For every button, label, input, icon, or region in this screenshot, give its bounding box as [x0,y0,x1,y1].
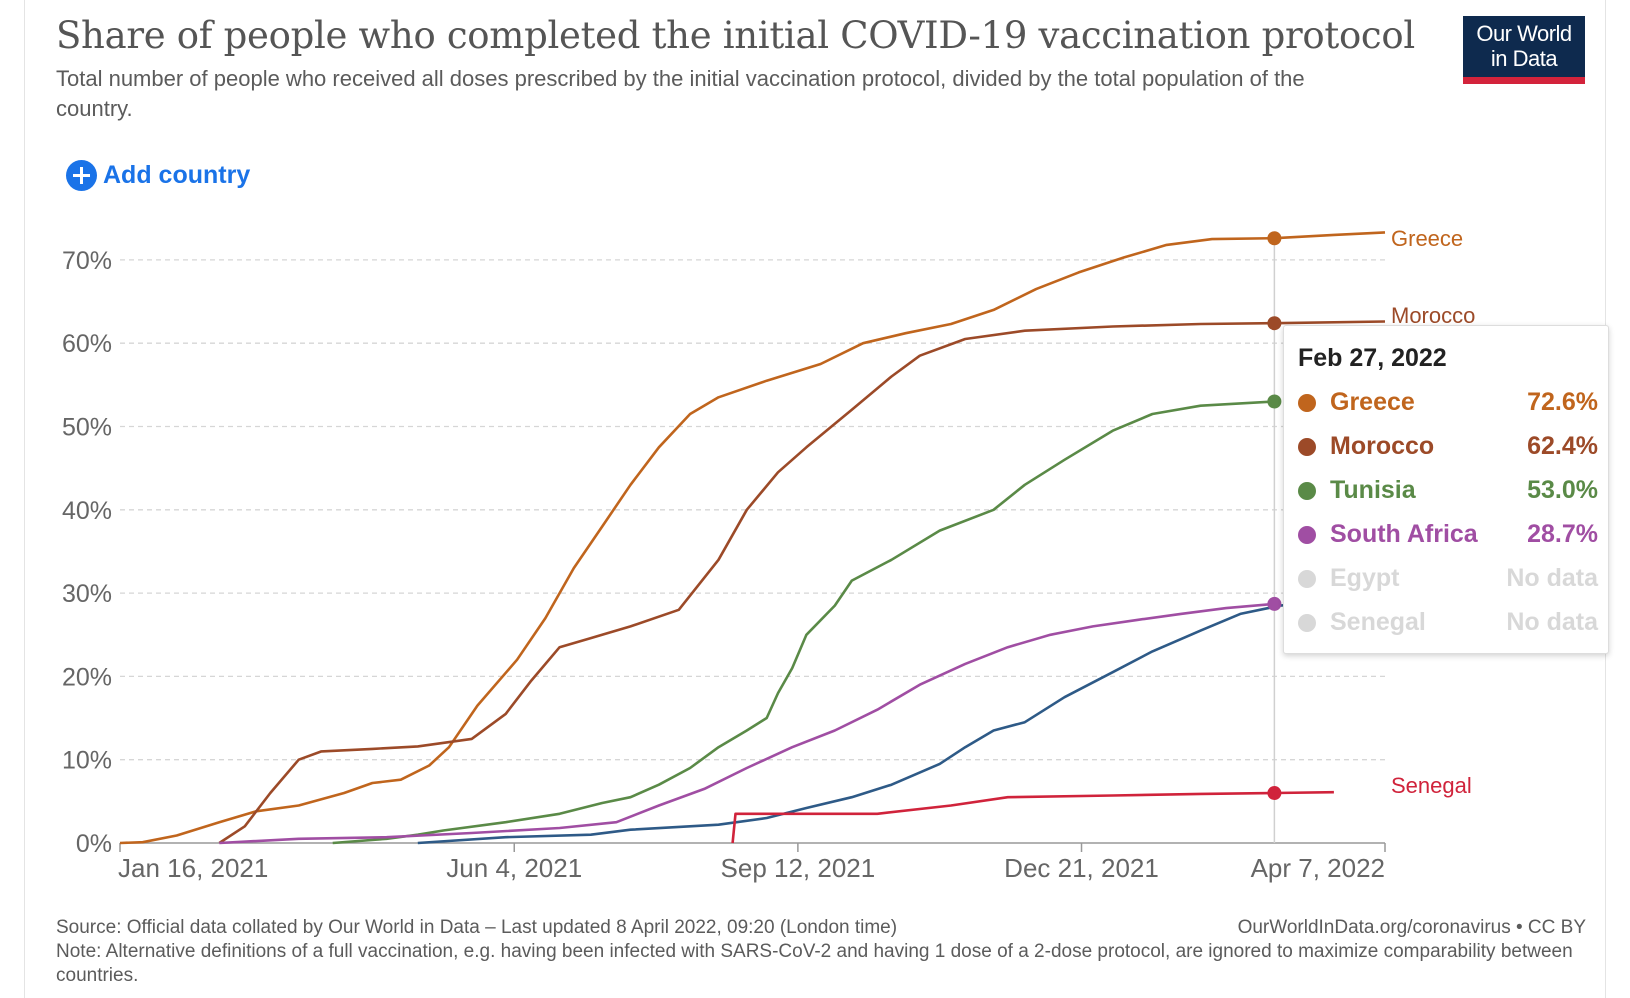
series-dot-icon [1298,394,1316,412]
hover-dot-morocco [1267,316,1282,331]
chart-title: Share of people who completed the initia… [56,14,1415,57]
y-axis-ticks: 0% 10% 20% 30% 40% 50% 60% 70% [62,247,112,858]
tooltip-row-greece: Greece 72.6% [1298,386,1598,420]
series-label: Morocco [1391,303,1475,328]
credit-link[interactable]: OurWorldInData.org/coronavirus • CC BY [1237,917,1586,938]
series-line-egypt [417,596,1386,845]
series-label: Senegal [1391,773,1472,798]
gridlines [120,259,1385,761]
footer: Source: Official data collated by Our Wo… [56,916,1586,988]
series-dot-icon [1298,438,1316,456]
tooltip-value: 72.6% [1527,388,1598,416]
hover-markers [1267,231,1282,801]
y-tick-label: 20% [62,663,112,691]
add-country-button[interactable]: Add country [66,158,250,192]
tooltip: Feb 27, 2022 Greece 72.6% Morocco 62.4% … [1283,325,1609,654]
hover-dot-senegal [1267,786,1282,801]
tooltip-row-tunisia: Tunisia 53.0% [1298,474,1598,508]
y-tick-label: 40% [62,497,112,525]
tooltip-value: 62.4% [1527,432,1598,460]
y-tick-label: 50% [62,414,112,442]
series-dot-icon [1298,570,1316,588]
tooltip-row-morocco: Morocco 62.4% [1298,430,1598,464]
series-line-south-africa [219,602,1275,845]
tooltip-country: Morocco [1330,432,1435,460]
tooltip-value: No data [1506,608,1598,636]
logo-line2: in Data [1490,46,1558,71]
series-line-tunisia [332,400,1275,845]
series-line-morocco [218,320,1386,845]
tooltip-country: Senegal [1330,608,1426,636]
series-dot-icon [1298,482,1316,500]
series-dot-icon [1298,526,1316,544]
owid-logo[interactable]: Our World in Data [1463,16,1585,84]
x-tick-label: Jun 4, 2021 [446,853,582,883]
y-tick-label: 70% [62,247,112,275]
x-tick-label: Apr 7, 2022 [1251,853,1385,883]
tooltip-date: Feb 27, 2022 [1298,344,1447,372]
x-axis: Jan 16, 2021 Jun 4, 2021 Sep 12, 2021 Dec 2… [118,842,1386,883]
y-tick-label: 30% [62,580,112,608]
x-tick-label: Dec 21, 2021 [1004,853,1159,883]
series-label: Greece [1391,226,1463,251]
hover-dot-south-africa [1267,596,1282,611]
x-tick-label: Sep 12, 2021 [721,853,876,883]
plus-circle-icon [66,159,97,191]
series-line-senegal [731,790,1334,844]
chart-subtitle: Total number of people who received all … [56,66,1305,121]
tooltip-country: Tunisia [1330,476,1416,504]
tooltip-row-south-africa: South Africa 28.7% [1298,518,1598,552]
tooltip-row-egypt: Egypt No data [1298,562,1598,596]
tooltip-country: South Africa [1330,520,1478,548]
y-tick-label: 10% [62,747,112,775]
tooltip-value: 28.7% [1527,520,1598,548]
y-tick-label: 0% [76,830,112,858]
tooltip-country: Greece [1330,388,1415,416]
hover-dot-tunisia [1267,394,1282,409]
tooltip-country: Egypt [1330,564,1400,592]
tooltip-value: 53.0% [1527,476,1598,504]
series-lines [119,231,1386,845]
series-line-greece [119,231,1386,845]
series-dot-icon [1298,614,1316,632]
hover-dot-greece [1267,231,1282,246]
logo-line1: Our World [1476,21,1572,46]
y-tick-label: 60% [62,330,112,358]
source-text: Source: Official data collated by Our Wo… [56,917,898,938]
note-text: Note: Alternative definitions of a full … [56,941,1573,986]
tooltip-row-senegal: Senegal No data [1298,606,1598,640]
add-country-label: Add country [103,160,251,189]
tooltip-value: No data [1506,564,1598,592]
x-tick-label: Jan 16, 2021 [118,853,268,883]
